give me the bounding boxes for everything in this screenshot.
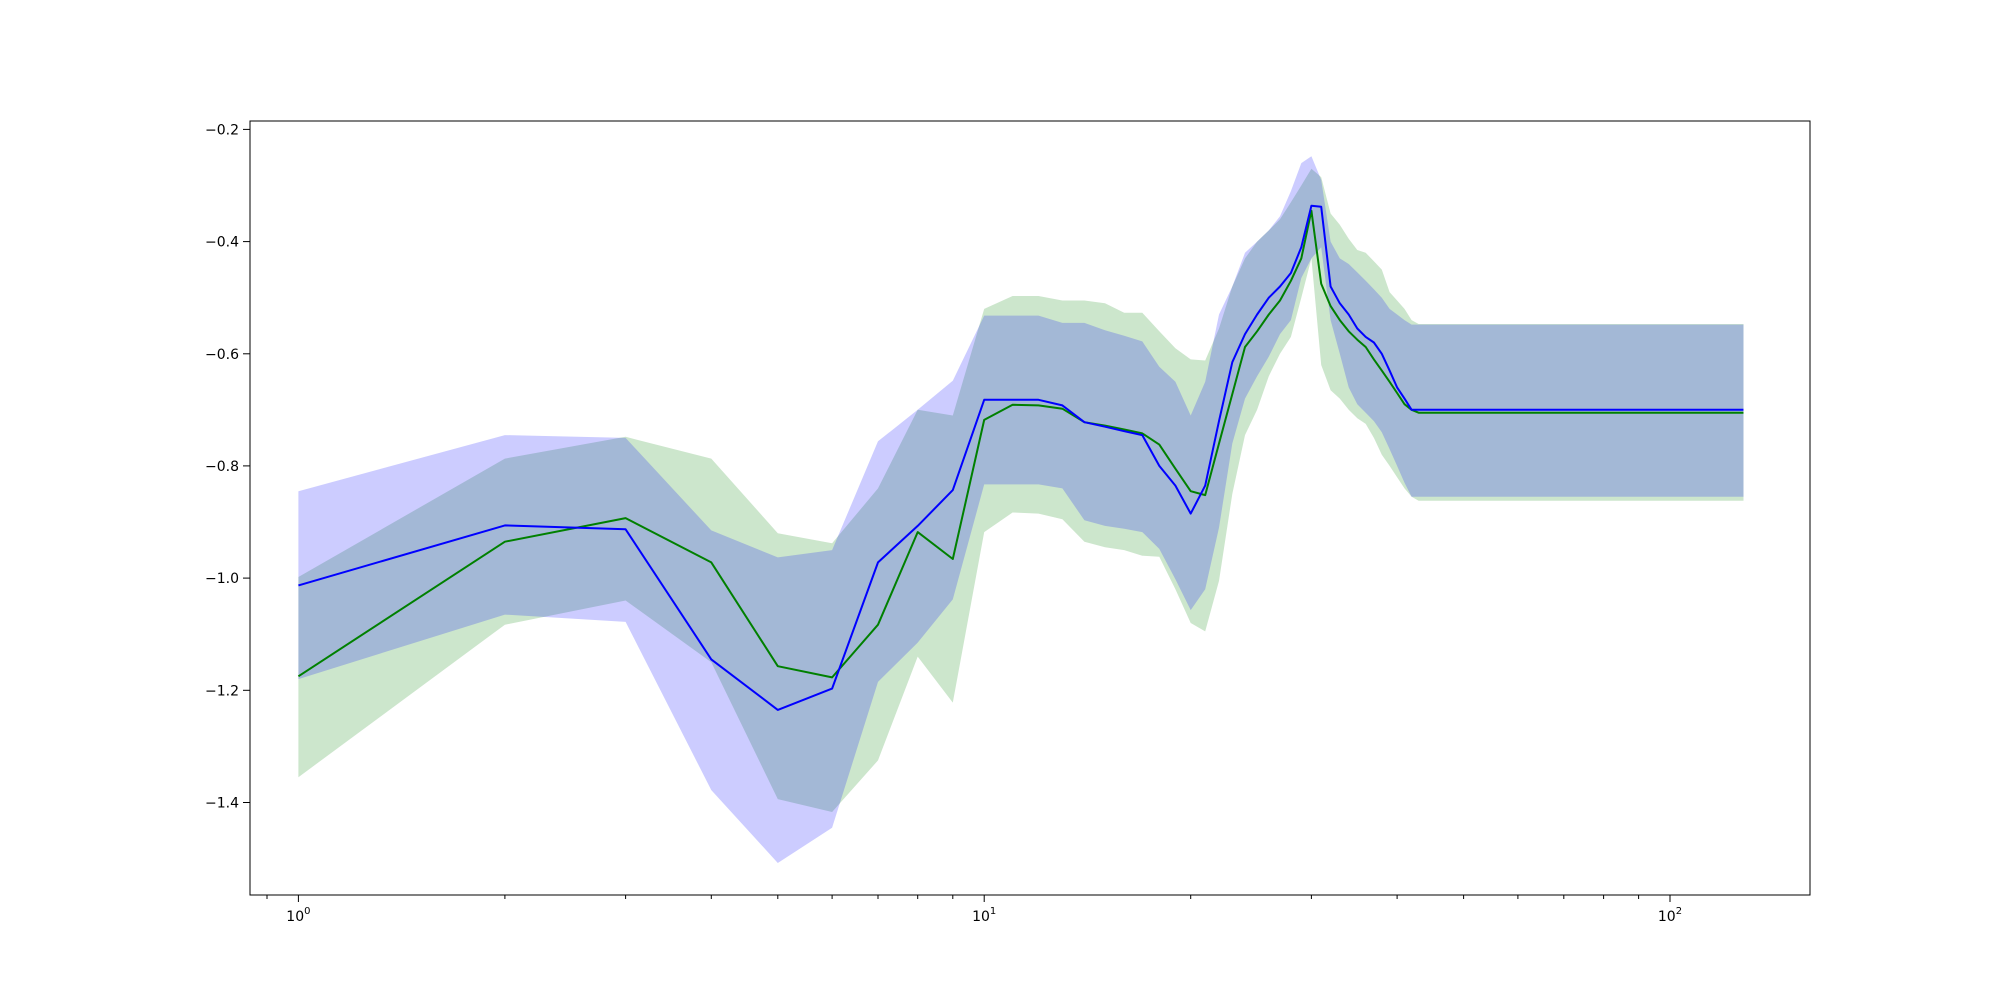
y-tick-label: −1.2 [205, 683, 239, 699]
y-axis: −1.4 −1.2 −1.0 −0.8 −0.6 −0.4 −0.2 [205, 122, 250, 812]
series-lines [297, 204, 1744, 711]
y-tick-label: −1.4 [205, 796, 239, 812]
y-tick-label: −0.6 [205, 347, 239, 363]
x-tick-label: 100 [286, 906, 310, 925]
x-tick-label: 101 [972, 906, 996, 925]
series-1-line [297, 209, 1744, 679]
y-tick-label: −0.2 [205, 122, 239, 138]
plot-frame [249, 120, 1811, 896]
series-2-band [298, 156, 1744, 864]
y-tick-label: −0.8 [205, 459, 239, 475]
x-axis: 100 101 102 [266, 895, 1682, 925]
series-2-line [298, 204, 1744, 711]
confidence-bands [298, 156, 1744, 864]
y-tick-label: −0.4 [205, 235, 239, 251]
series-1-band [298, 168, 1744, 812]
x-tick-label: 102 [1658, 906, 1682, 925]
y-tick-label: −1.0 [205, 571, 239, 587]
